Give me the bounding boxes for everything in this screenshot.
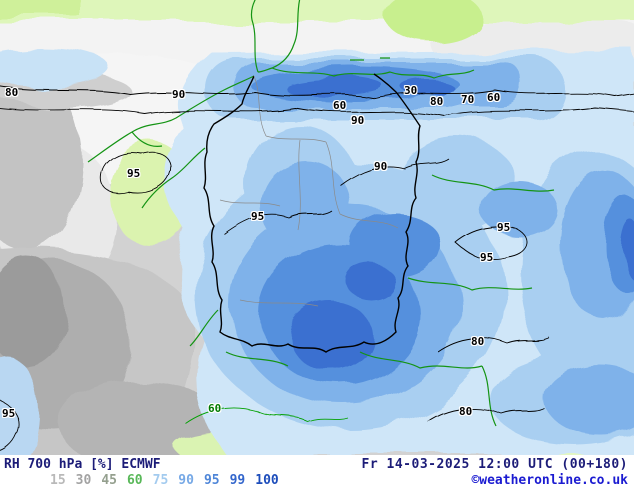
footer-bar: RH 700 hPa [%] ECMWF Fr 14-03-2025 12:00… [0, 455, 634, 490]
legend-value: 90 [178, 473, 194, 488]
contour-layer [0, 86, 634, 451]
legend-value: 30 [75, 473, 92, 488]
legend-value: 99 [229, 473, 246, 488]
footer-row-title: RH 700 hPa [%] ECMWF Fr 14-03-2025 12:00… [4, 457, 628, 472]
credit-text: ©weatheronline.co.uk [471, 473, 628, 488]
border-layer [203, 73, 421, 353]
legend-value: 95 [203, 473, 220, 488]
map-image [0, 0, 634, 455]
rh-color-legend: 15 30 45 60 75 90 95 99 100 [50, 473, 279, 488]
coastline-layer [87, 0, 555, 427]
map-title: RH 700 hPa [%] ECMWF [4, 457, 161, 472]
rh-fill-layer [0, 0, 634, 455]
legend-value: 100 [255, 473, 279, 488]
legend-value: 75 [152, 473, 169, 488]
legend-value: 45 [101, 473, 117, 488]
weather-map: 80 90 60 90 30 80 70 60 90 95 95 95 95 80 60 95 80 [0, 0, 634, 455]
legend-value: 15 [50, 473, 66, 488]
legend-value: 60 [126, 473, 143, 488]
footer-row-legend: 15 30 45 60 75 90 95 99 100 ©weatheronline.co.uk [4, 473, 628, 488]
map-datetime: Fr 14-03-2025 12:00 UTC (00+180) [361, 457, 628, 472]
